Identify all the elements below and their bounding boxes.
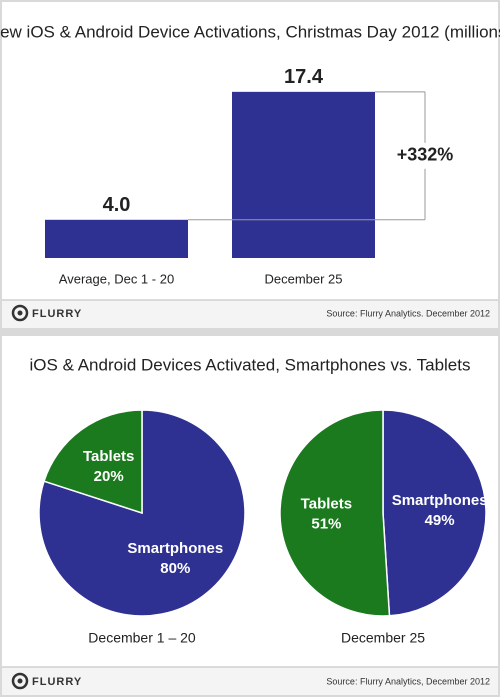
value-label: 17.4 <box>284 66 324 88</box>
pie-slice <box>279 409 391 617</box>
slice-label: Tablets <box>83 448 134 465</box>
pie-slice <box>38 409 246 617</box>
slice-value: 20% <box>94 468 124 485</box>
logo: FLURRY <box>32 676 82 688</box>
slice-label: Smartphones <box>392 492 488 509</box>
annotation: +332% <box>397 145 454 165</box>
category-label: Average, Dec 1 - 20 <box>59 271 174 286</box>
chart-title: iOS & Android Devices Activated, Smartph… <box>30 355 471 374</box>
source: Source: Flurry Analytics, December 2012 <box>326 676 490 686</box>
logo-icon <box>11 304 29 322</box>
bar <box>45 219 188 258</box>
slice-label: Tablets <box>301 496 352 513</box>
pie-slice <box>43 409 143 515</box>
category-label: December 25 <box>264 271 342 286</box>
logo-icon <box>17 678 23 684</box>
slice-value: 49% <box>425 512 455 529</box>
pie-label: December 25 <box>341 630 425 646</box>
slice-value: 80% <box>160 560 190 577</box>
logo-icon <box>17 310 23 316</box>
pie-label: December 1 – 20 <box>88 630 196 646</box>
bar <box>232 91 375 258</box>
logo-icon <box>11 672 29 690</box>
chart-title: New iOS & Android Device Activations, Ch… <box>0 22 500 41</box>
value-label: 4.0 <box>103 194 131 216</box>
source: Source: Flurry Analytics. December 2012 <box>326 308 490 318</box>
slice-value: 51% <box>311 516 341 533</box>
annotation-bg <box>392 142 458 169</box>
pie-slice <box>382 409 487 617</box>
logo: FLURRY <box>32 308 82 320</box>
slice-label: Smartphones <box>127 540 223 557</box>
footer <box>2 667 498 695</box>
footer <box>2 300 498 328</box>
